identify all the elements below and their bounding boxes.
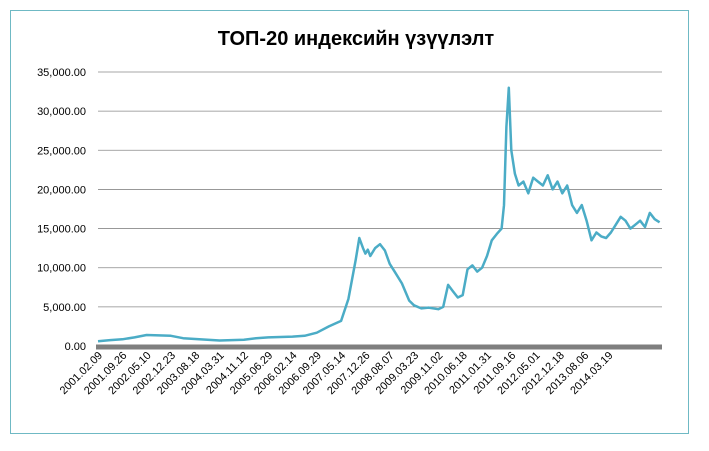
y-tick-label: 10,000.00: [37, 263, 86, 275]
series-layer: [97, 86, 661, 343]
y-tick-label: 15,000.00: [37, 224, 86, 236]
series-line: [97, 86, 661, 343]
chart-frame: [10, 10, 689, 434]
y-tick-label: 30,000.00: [37, 106, 86, 118]
y-tick-label: 0.00: [65, 341, 86, 353]
x-tick-labels: 2001.02.092001.09.262002.05.102002.12.23…: [58, 350, 616, 397]
chart-title: ТОП-20 индексийн үзүүлэлт: [218, 28, 495, 50]
y-tick-labels: 0.00 5,000.00 10,000.00 15,000.00 20,000.00 2…: [37, 67, 86, 353]
grid-layer: [98, 71, 662, 308]
y-tick-label: 25,000.00: [37, 145, 86, 157]
y-tick-label: 35,000.00: [37, 67, 86, 79]
y-tick-label: 20,000.00: [37, 184, 86, 196]
y-tick-label: 5,000.00: [43, 302, 86, 314]
